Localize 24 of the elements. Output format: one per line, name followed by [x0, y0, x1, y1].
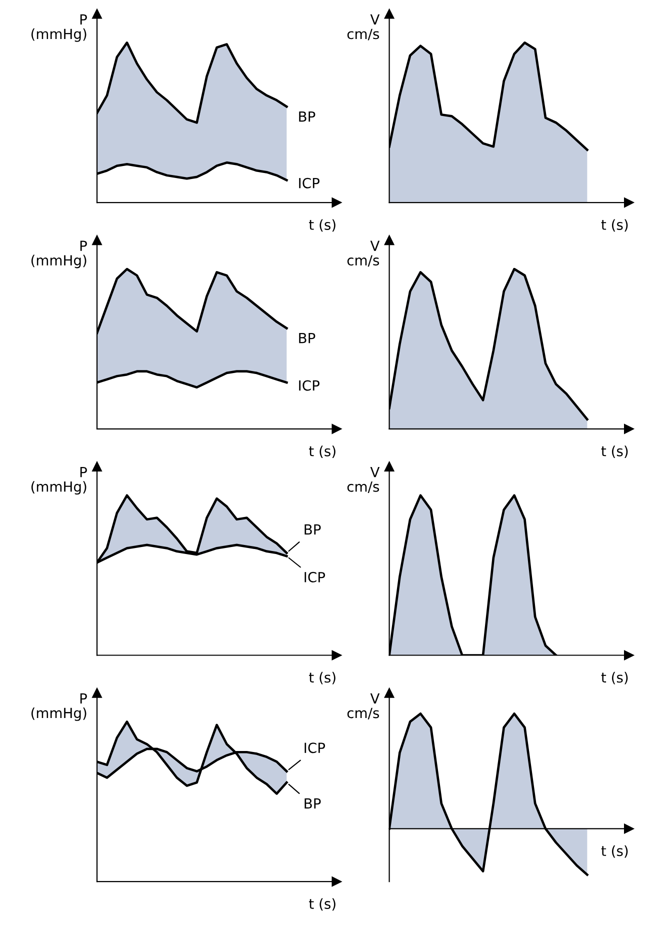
x-axis-title: t (s)	[601, 219, 628, 232]
x-axis-title: t (s)	[309, 672, 336, 684]
x-axis-title: t (s)	[601, 446, 628, 458]
series-label: ICP	[304, 742, 326, 754]
y-axis-title: V cm/s	[347, 240, 380, 267]
legend-label: ICP	[304, 572, 326, 582]
y-axis-title: V cm/s	[347, 14, 380, 40]
x-axis-title: t (s)	[601, 672, 628, 684]
x-axis-title: t (s)	[309, 219, 336, 232]
y-axis-title: P (mmHg)	[31, 693, 87, 721]
series-label: ICP	[299, 178, 320, 188]
y-axis-title: V cm/s	[347, 693, 380, 720]
series-label: BP	[299, 333, 316, 344]
y-axis-title: P (mmHg)	[31, 240, 87, 268]
x-axis-title: t (s)	[601, 845, 628, 858]
y-axis-title: V cm/s	[347, 467, 380, 493]
series-label: ICP	[299, 380, 320, 391]
y-axis-title: P (mmHg)	[31, 467, 87, 495]
x-axis-title: t (s)	[309, 898, 336, 911]
legend-label: BP	[304, 798, 321, 809]
y-axis-title: P (mmHg)	[31, 14, 87, 42]
series-label: BP	[299, 111, 316, 122]
series-label: BP	[304, 524, 321, 535]
x-axis-title: t (s)	[309, 446, 336, 458]
